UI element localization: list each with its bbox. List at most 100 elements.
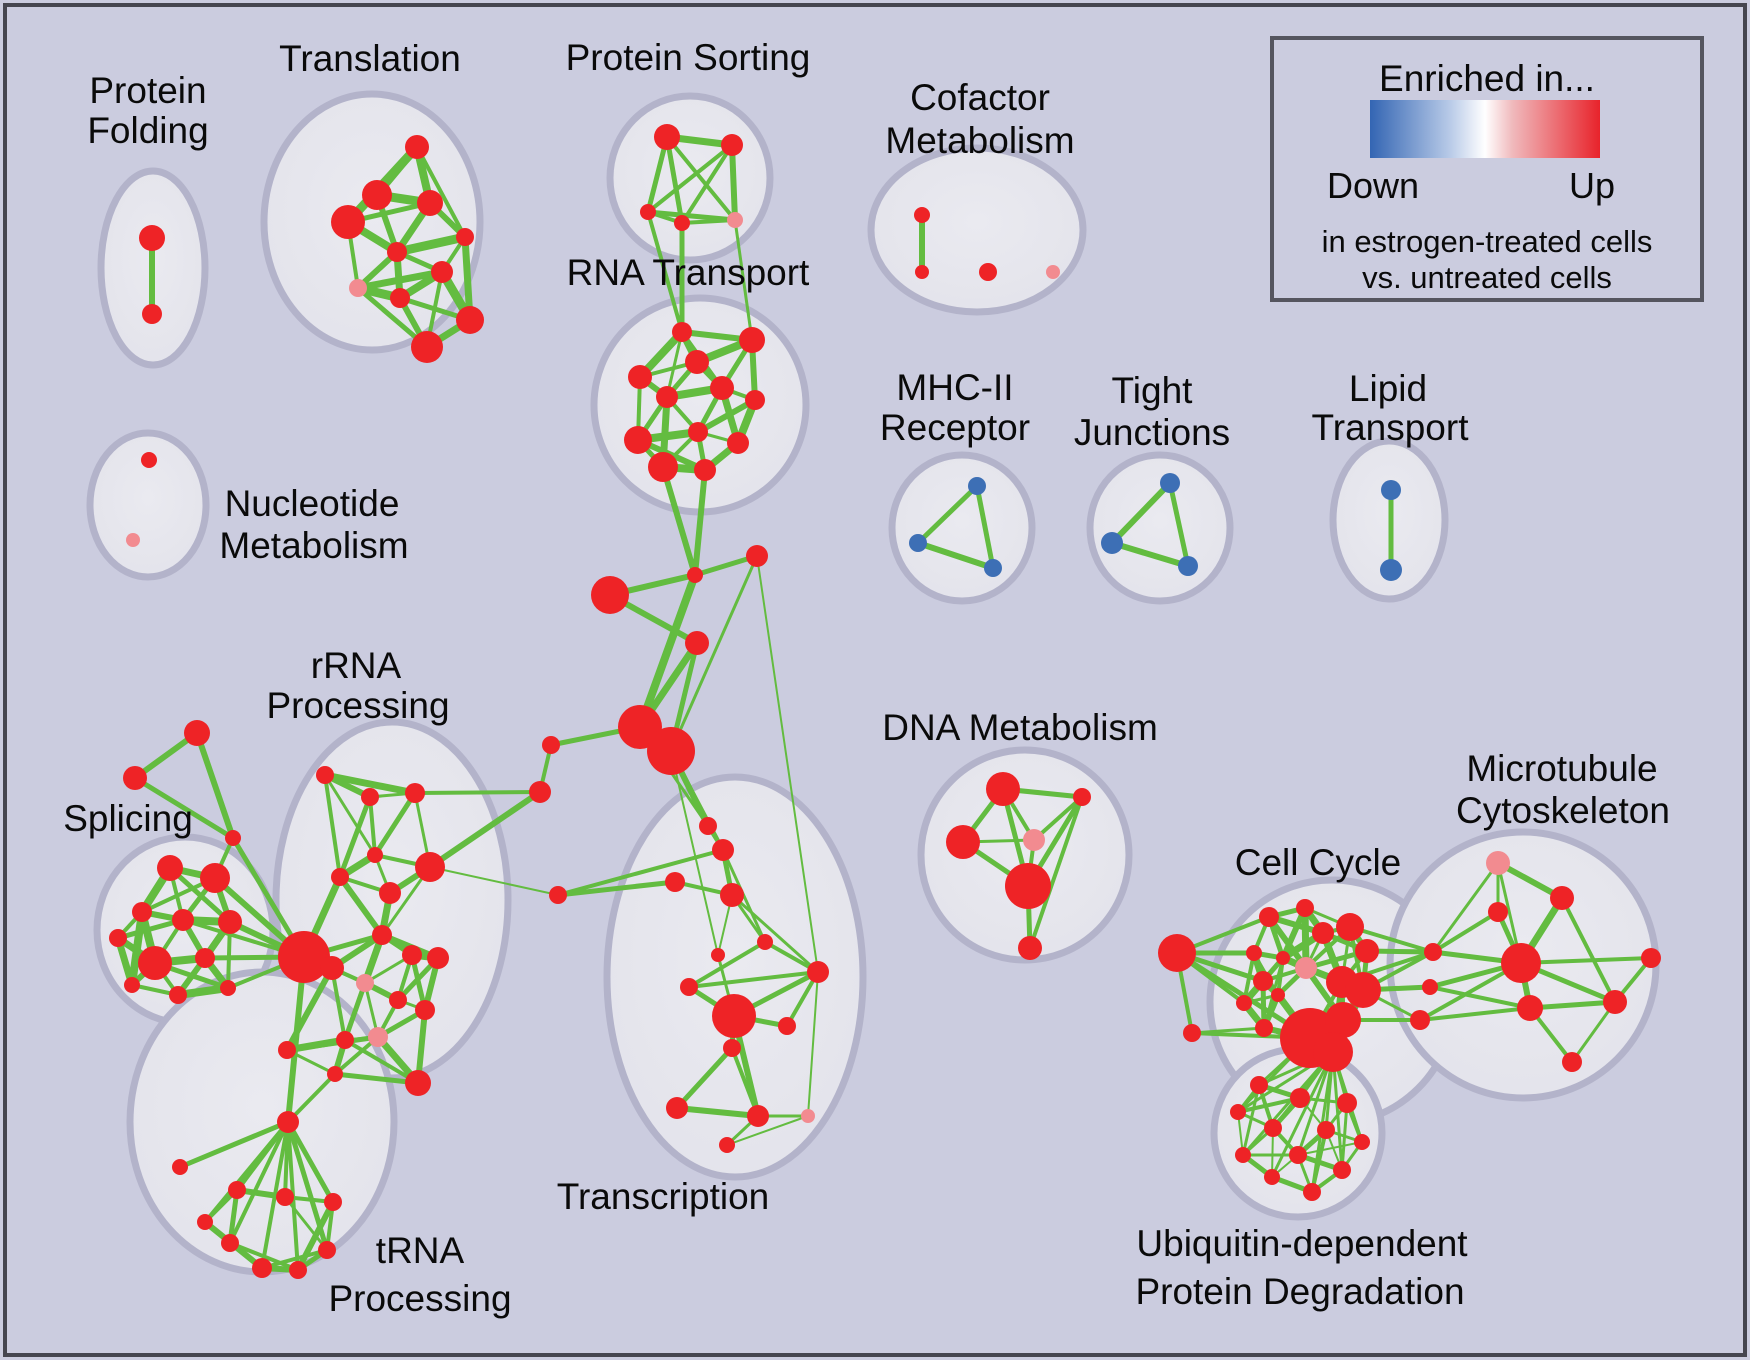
network-edge bbox=[556, 848, 725, 897]
cluster-rna-transport-label: RNA Transport bbox=[567, 252, 810, 293]
cluster-lipid-transport-label: Transport bbox=[1312, 407, 1470, 448]
node-cc13 bbox=[1236, 995, 1252, 1011]
node-tl6 bbox=[387, 242, 407, 262]
node-ps2 bbox=[721, 134, 743, 156]
node-rt11 bbox=[648, 452, 678, 482]
cluster-microtubule-cytoskeleton-label: Cytoskeleton bbox=[1456, 790, 1670, 831]
node-tl7 bbox=[431, 261, 453, 283]
node-ub4 bbox=[1230, 1104, 1246, 1120]
network-edge bbox=[323, 773, 342, 879]
node-dm5 bbox=[1005, 863, 1051, 909]
network-edge bbox=[1428, 985, 1532, 1010]
node-ub3 bbox=[1337, 1093, 1357, 1113]
cluster-cell-cycle-label: Cell Cycle bbox=[1235, 842, 1402, 883]
node-rt7 bbox=[745, 390, 765, 410]
cluster-rna-transport bbox=[590, 294, 810, 516]
node-mt6 bbox=[1603, 990, 1627, 1014]
node-sp7 bbox=[109, 929, 127, 947]
network-edge bbox=[260, 1248, 329, 1270]
network-edge bbox=[807, 971, 819, 1117]
node-cn9 bbox=[549, 886, 567, 904]
node-sp5 bbox=[218, 910, 242, 934]
cluster-protein-folding-label: Protein bbox=[89, 70, 206, 111]
network-edge bbox=[726, 1115, 809, 1146]
network-edge bbox=[392, 232, 470, 257]
node-bg1 bbox=[1424, 943, 1442, 961]
node-tx1 bbox=[699, 817, 717, 835]
node-tl1 bbox=[405, 135, 429, 159]
cluster-rrna-processing-label: Processing bbox=[266, 685, 449, 726]
legend-title: Enriched in... bbox=[1379, 58, 1595, 99]
node-tl3 bbox=[417, 190, 443, 216]
node-ub5 bbox=[1264, 1119, 1282, 1137]
node-rt2 bbox=[739, 327, 765, 353]
node-tl10 bbox=[456, 306, 484, 334]
node-rt10 bbox=[727, 432, 749, 454]
cluster-mhc-ii-receptor bbox=[888, 451, 1036, 605]
cluster-nucleotide-metabolism-label: Nucleotide bbox=[225, 483, 400, 524]
node-cn3 bbox=[591, 576, 629, 614]
network-edge bbox=[756, 555, 819, 973]
network-edge bbox=[1431, 861, 1500, 954]
node-cn1 bbox=[687, 567, 703, 583]
network-edge bbox=[974, 483, 996, 571]
node-layer bbox=[109, 124, 1661, 1279]
network-edge bbox=[132, 775, 236, 841]
node-tx11 bbox=[723, 1039, 741, 1057]
node-tx2 bbox=[712, 839, 734, 861]
node-tr9 bbox=[252, 1258, 272, 1278]
node-ps1 bbox=[654, 124, 680, 150]
node-tl4 bbox=[331, 205, 365, 239]
node-cc4 bbox=[1296, 899, 1314, 917]
network-edge bbox=[354, 268, 446, 292]
node-cn6 bbox=[647, 727, 695, 775]
network-edge bbox=[915, 540, 996, 571]
node-cc5 bbox=[1312, 922, 1334, 944]
network-edge bbox=[687, 970, 820, 989]
network-edge bbox=[1570, 1000, 1617, 1064]
network-edge bbox=[674, 1045, 735, 1111]
cluster-ubiquitin-degradation-label: Protein Degradation bbox=[1135, 1271, 1464, 1312]
node-cf3 bbox=[979, 263, 997, 281]
node-dm3 bbox=[946, 825, 980, 859]
node-sr3 bbox=[225, 830, 241, 846]
network-edge bbox=[1348, 925, 1435, 954]
network-edge bbox=[1190, 1026, 1266, 1035]
node-tx7 bbox=[807, 961, 829, 983]
node-rr12 bbox=[389, 991, 407, 1009]
node-rr15 bbox=[405, 1070, 431, 1096]
network-edge bbox=[321, 771, 419, 797]
node-tx9 bbox=[712, 994, 756, 1038]
node-mt3 bbox=[1488, 902, 1508, 922]
network-edge bbox=[337, 794, 373, 880]
node-rr14 bbox=[368, 1027, 388, 1047]
network-edge bbox=[1236, 1096, 1302, 1114]
node-rt3 bbox=[685, 350, 709, 374]
network-edge bbox=[286, 1072, 337, 1124]
network-edge bbox=[285, 1119, 336, 1205]
node-tx14 bbox=[801, 1109, 815, 1123]
node-cn2 bbox=[746, 545, 768, 567]
node-cc9 bbox=[1276, 951, 1290, 965]
node-mt1 bbox=[1486, 851, 1510, 875]
node-nm1 bbox=[141, 452, 157, 468]
node-tr5 bbox=[324, 1193, 342, 1211]
network-edge bbox=[670, 750, 719, 956]
legend-gradient-bar bbox=[1370, 100, 1600, 158]
node-tx15 bbox=[719, 1137, 735, 1153]
network-edge bbox=[1241, 1083, 1261, 1157]
node-cc6 bbox=[1336, 913, 1364, 941]
node-cc15 bbox=[1345, 972, 1381, 1008]
node-rr18 bbox=[278, 1041, 296, 1059]
node-cc12 bbox=[1271, 988, 1285, 1002]
cluster-mhc-ii-receptor-label: MHC-II bbox=[896, 367, 1013, 408]
node-rr9 bbox=[402, 945, 422, 965]
node-tx3 bbox=[665, 872, 685, 892]
node-rr5 bbox=[331, 868, 349, 886]
node-ps3 bbox=[640, 204, 656, 220]
cluster-microtubule-cytoskeleton-label: Microtubule bbox=[1466, 748, 1657, 789]
network-edge bbox=[1431, 910, 1500, 954]
node-lp2 bbox=[1380, 559, 1402, 581]
